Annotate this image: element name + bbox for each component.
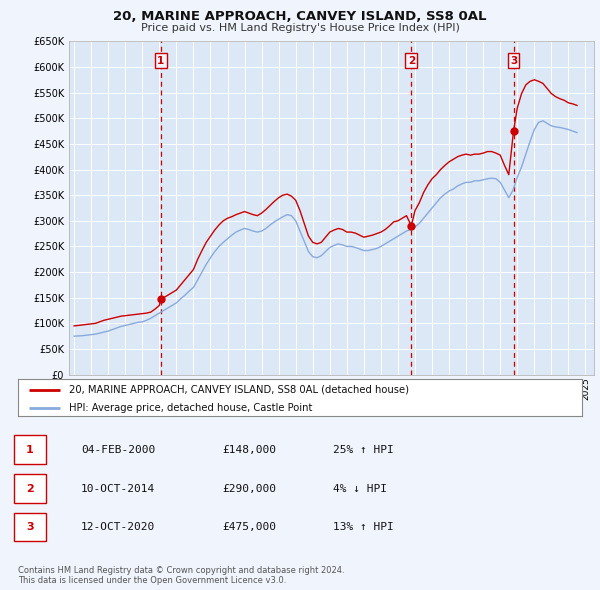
Text: 20, MARINE APPROACH, CANVEY ISLAND, SS8 0AL (detached house): 20, MARINE APPROACH, CANVEY ISLAND, SS8 … [69,385,409,395]
Text: 25% ↑ HPI: 25% ↑ HPI [333,445,394,454]
Text: 2: 2 [407,56,415,66]
Text: 1: 1 [157,56,164,66]
Text: 12-OCT-2020: 12-OCT-2020 [81,522,155,532]
Text: £475,000: £475,000 [222,522,276,532]
Text: 1: 1 [26,445,34,454]
Text: Contains HM Land Registry data © Crown copyright and database right 2024.
This d: Contains HM Land Registry data © Crown c… [18,566,344,585]
Text: 3: 3 [26,522,34,532]
Text: 3: 3 [510,56,517,66]
Text: HPI: Average price, detached house, Castle Point: HPI: Average price, detached house, Cast… [69,403,312,413]
Text: 04-FEB-2000: 04-FEB-2000 [81,445,155,454]
Text: £148,000: £148,000 [222,445,276,454]
Text: 13% ↑ HPI: 13% ↑ HPI [333,522,394,532]
Text: 10-OCT-2014: 10-OCT-2014 [81,484,155,493]
Text: 2: 2 [26,484,34,493]
Text: 20, MARINE APPROACH, CANVEY ISLAND, SS8 0AL: 20, MARINE APPROACH, CANVEY ISLAND, SS8 … [113,10,487,23]
Text: £290,000: £290,000 [222,484,276,493]
Text: 4% ↓ HPI: 4% ↓ HPI [333,484,387,493]
Text: Price paid vs. HM Land Registry's House Price Index (HPI): Price paid vs. HM Land Registry's House … [140,24,460,33]
